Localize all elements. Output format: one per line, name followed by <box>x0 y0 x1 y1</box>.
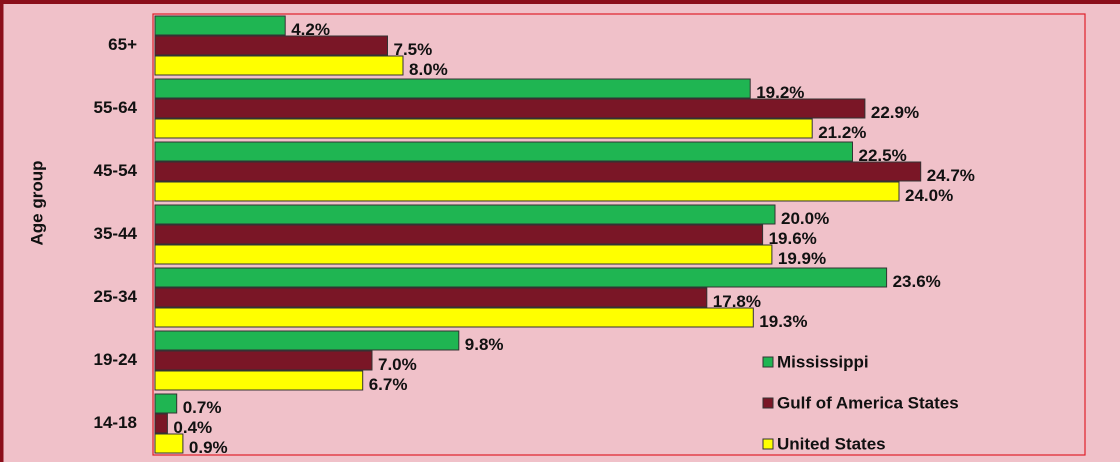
bar <box>154 141 853 162</box>
y-tick-label: 55-64 <box>94 98 138 117</box>
bar <box>154 98 866 119</box>
data-label: 19.2% <box>756 83 804 102</box>
data-label: 8.0% <box>409 60 448 79</box>
bar <box>154 393 178 414</box>
bar <box>154 224 764 245</box>
data-label: 17.8% <box>713 292 761 311</box>
legend-label: United States <box>777 434 886 453</box>
y-tick-label: 19-24 <box>94 350 138 369</box>
data-label: 9.8% <box>465 335 504 354</box>
bar <box>154 35 388 56</box>
bar <box>154 287 708 308</box>
bar <box>154 244 773 265</box>
y-tick-label: 35-44 <box>94 224 138 243</box>
data-label: 0.7% <box>183 398 222 417</box>
bar <box>154 15 286 36</box>
data-label: 6.7% <box>369 375 408 394</box>
y-axis-label: Age group <box>27 161 46 246</box>
data-label: 24.0% <box>905 186 953 205</box>
y-tick-label: 45-54 <box>94 161 138 180</box>
legend-swatch <box>762 356 774 368</box>
y-tick-label: 25-34 <box>94 287 138 306</box>
y-tick-label: 14-18 <box>94 413 137 432</box>
data-label: 19.3% <box>759 312 807 331</box>
bar <box>154 350 373 371</box>
data-label: 21.2% <box>818 123 866 142</box>
data-label: 20.0% <box>781 209 829 228</box>
data-label: 19.6% <box>769 229 817 248</box>
data-label: 0.4% <box>173 418 212 437</box>
bar <box>154 204 776 225</box>
bar <box>154 413 168 434</box>
legend-label: Gulf of America States <box>777 393 959 412</box>
bar <box>154 55 404 76</box>
bar <box>154 370 364 391</box>
bar <box>154 433 184 454</box>
legend-label: Mississippi <box>777 352 869 371</box>
bar <box>154 78 751 99</box>
data-label: 0.9% <box>189 438 228 457</box>
data-label: 19.9% <box>778 249 826 268</box>
bar <box>154 330 460 351</box>
bar <box>154 161 922 182</box>
bar <box>154 307 754 328</box>
bar <box>154 181 900 202</box>
legend-swatch <box>762 438 774 450</box>
legend-swatch <box>762 397 774 409</box>
data-label: 4.2% <box>291 20 330 39</box>
data-label: 23.6% <box>893 272 941 291</box>
bar <box>154 118 813 139</box>
data-label: 22.5% <box>859 146 907 165</box>
data-label: 24.7% <box>927 166 975 185</box>
y-tick-label: 65+ <box>108 35 137 54</box>
bar <box>154 267 888 288</box>
data-label: 7.0% <box>378 355 417 374</box>
plot-area <box>152 13 1086 456</box>
data-label: 7.5% <box>394 40 433 59</box>
data-label: 22.9% <box>871 103 919 122</box>
